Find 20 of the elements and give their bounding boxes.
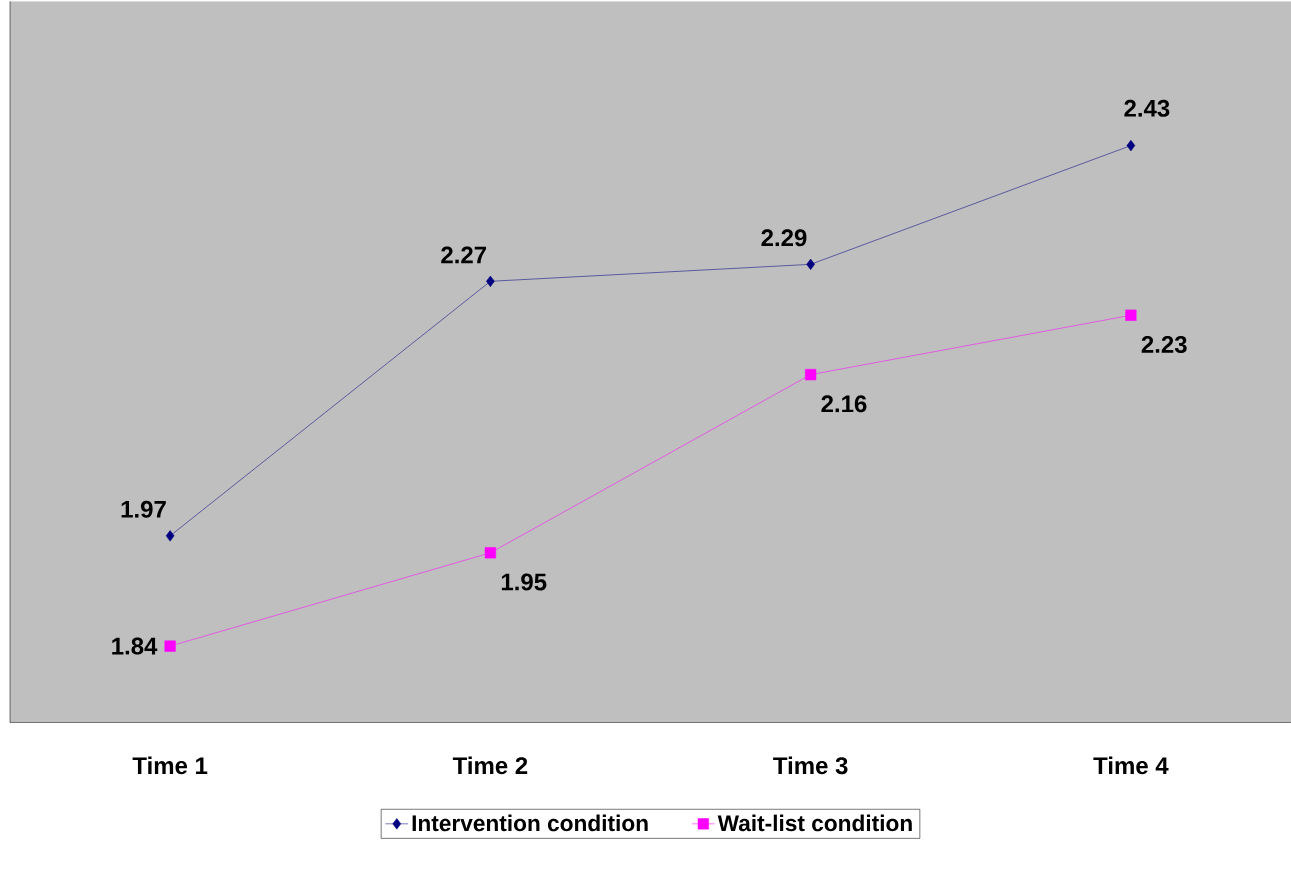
- data-label: 2.43: [1124, 99, 1170, 117]
- x-tick-label: Time 3: [773, 756, 848, 775]
- data-label: 1.84: [112, 637, 158, 655]
- legend-label: Wait-list condition: [717, 814, 912, 832]
- point: [805, 369, 817, 381]
- data-label: 1.95: [501, 573, 547, 591]
- legend-label: Intervention condition: [412, 814, 648, 832]
- x-tick-label: Time 2: [452, 756, 528, 775]
- data-label: 2.29: [761, 229, 807, 247]
- x-tick-label: Time 1: [132, 756, 208, 775]
- data-label: 2.16: [821, 395, 867, 413]
- point: [164, 640, 176, 652]
- point: [484, 547, 496, 559]
- point: [1125, 309, 1137, 321]
- point: [165, 530, 175, 542]
- point: [1126, 140, 1136, 152]
- data-label: 2.27: [441, 246, 487, 264]
- data-label: 1.97: [121, 500, 166, 518]
- x-tick-label: Time 4: [1093, 756, 1169, 775]
- data-label: 2.23: [1141, 336, 1187, 354]
